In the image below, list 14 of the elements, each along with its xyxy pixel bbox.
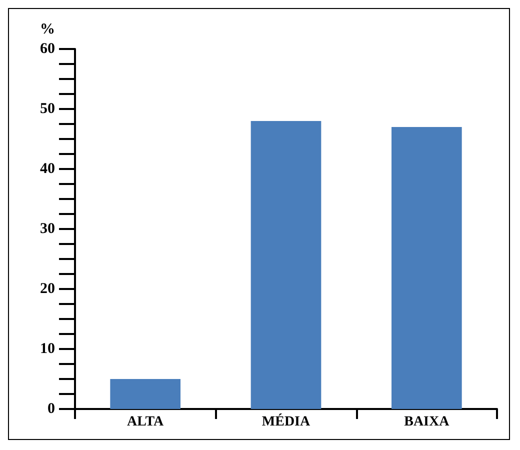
- y-tick-label: 60: [40, 41, 55, 57]
- y-tick-label: 0: [48, 401, 55, 417]
- x-tick-label: ALTA: [127, 414, 165, 430]
- x-tick-label: MÉDIA: [262, 412, 311, 430]
- y-tick-label: 50: [40, 101, 55, 117]
- bar: [392, 127, 462, 409]
- y-tick-label: 10: [40, 341, 55, 357]
- bar: [250, 121, 322, 409]
- x-tick-label: BAIXA: [404, 414, 450, 430]
- y-tick-label: 30: [40, 221, 55, 237]
- bar: [110, 379, 180, 409]
- y-axis-title: %: [40, 22, 55, 38]
- y-tick-label: 40: [40, 161, 55, 177]
- y-tick-label: 20: [40, 281, 55, 297]
